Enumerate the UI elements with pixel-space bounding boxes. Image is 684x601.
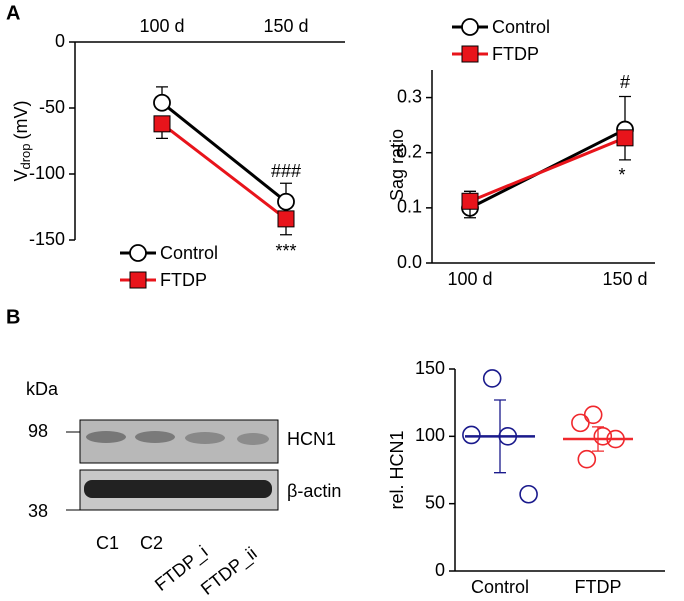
x-tick-label: 150 d [263, 16, 308, 36]
data-point [462, 425, 481, 445]
panel-label: B [6, 306, 20, 328]
y-tick-label: 0 [55, 31, 65, 51]
band-label: HCN1 [287, 429, 336, 449]
marker [277, 192, 295, 211]
y-tick-label: 150 [415, 358, 445, 378]
x-tick-label: 100 d [447, 269, 492, 289]
bands [84, 431, 272, 498]
marker [461, 45, 479, 63]
annotation: ### [271, 161, 301, 181]
legend-label: Control [160, 243, 218, 263]
panel-label: A [6, 2, 20, 24]
marker [129, 271, 147, 289]
y-axis-label: Vdrop (mV) [11, 100, 34, 181]
data-point [577, 449, 597, 469]
marker [461, 18, 479, 36]
data-point [571, 413, 590, 433]
band-label: β-actin [287, 481, 341, 501]
blot-marker: 38 [28, 501, 48, 521]
data-point [482, 369, 502, 388]
legend-label: Control [492, 17, 550, 37]
y-tick-label: 0.1 [397, 197, 422, 217]
y-tick-label: 0 [435, 560, 445, 580]
lane-label: C2 [140, 533, 163, 553]
annotation: *** [275, 241, 296, 261]
marker [461, 192, 479, 210]
error-bar [592, 426, 604, 452]
marker [277, 210, 295, 228]
series-line [161, 122, 287, 221]
y-tick-label: -100 [29, 163, 65, 183]
band [185, 432, 225, 444]
y-axis-label: rel. HCN1 [387, 430, 407, 509]
y-label-sub: drop [18, 143, 33, 169]
y-tick-label: 50 [425, 492, 445, 512]
y-tick-label: -50 [39, 97, 65, 117]
data-point [593, 427, 613, 446]
band [237, 433, 269, 445]
series-line [161, 101, 287, 203]
y-tick-label: 0.2 [397, 141, 422, 161]
x-tick-label: 150 d [602, 269, 647, 289]
y-label-unit: (mV) [11, 100, 31, 139]
data-point [583, 405, 603, 425]
series-line [469, 136, 626, 203]
data-point [519, 484, 538, 504]
y-label-main: V [11, 170, 31, 182]
y-tick-label: 100 [415, 425, 445, 445]
y-tick-label: -150 [29, 229, 65, 249]
band [84, 480, 272, 498]
blot-marker: 98 [28, 421, 48, 441]
blot-unit: kDa [26, 379, 59, 399]
x-tick-label: 100 d [139, 16, 184, 36]
marker [616, 129, 634, 147]
x-tick-label: Control [471, 577, 529, 597]
y-tick-label: 0.3 [397, 86, 422, 106]
marker [129, 244, 147, 262]
error-bar [494, 399, 506, 474]
marker [153, 93, 171, 112]
legend-label: FTDP [492, 44, 539, 64]
x-tick-label: FTDP [575, 577, 622, 597]
western-blot: kDa 98 38 HCN1 β-actin C1 C2 FTDP_i FTDP… [26, 379, 341, 600]
y-axis-label: Sag ratio [387, 129, 407, 201]
lane-label: C1 [96, 533, 119, 553]
annotation: * [618, 165, 625, 185]
band [135, 431, 175, 443]
annotation: # [620, 72, 630, 92]
legend-label: FTDP [160, 270, 207, 290]
marker [153, 115, 171, 133]
y-tick-label: 0.0 [397, 252, 422, 272]
band [86, 431, 126, 443]
